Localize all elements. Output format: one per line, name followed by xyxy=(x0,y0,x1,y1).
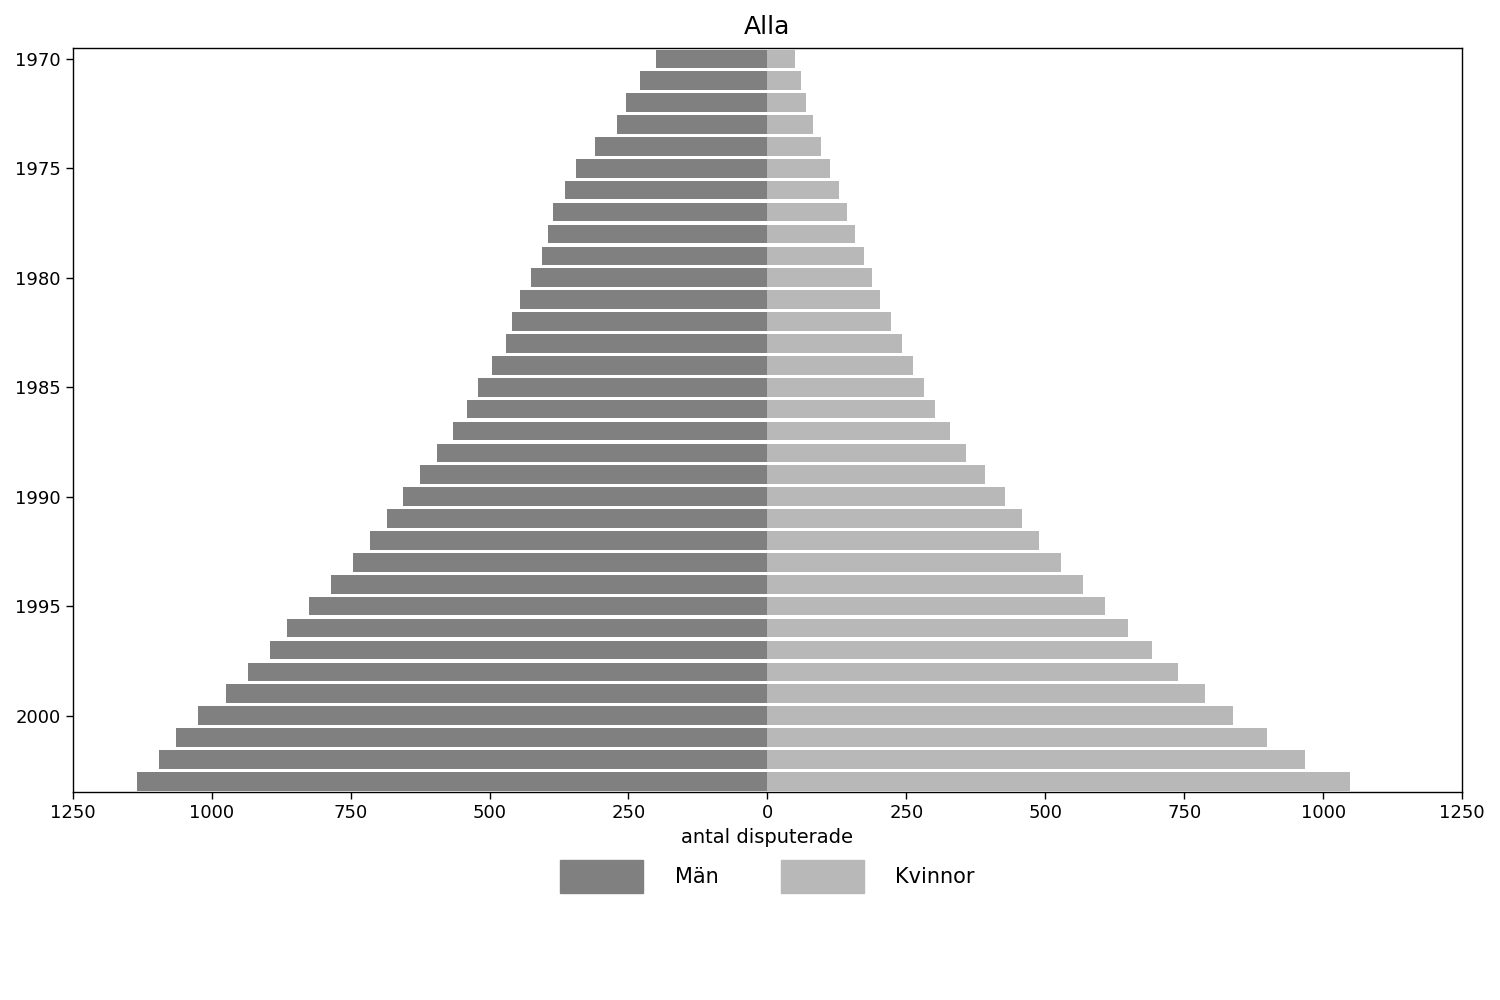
Bar xyxy=(548,225,768,243)
Bar xyxy=(576,159,768,178)
Bar xyxy=(768,137,820,156)
Bar xyxy=(478,378,768,397)
Bar xyxy=(768,575,1083,594)
Bar xyxy=(420,465,768,484)
Bar xyxy=(468,400,768,418)
Bar xyxy=(520,290,768,309)
Bar xyxy=(639,71,768,90)
Bar xyxy=(404,487,768,506)
Bar xyxy=(768,619,1128,637)
Bar xyxy=(657,50,768,68)
Bar xyxy=(564,181,768,199)
Bar xyxy=(506,334,768,353)
Bar xyxy=(768,465,986,484)
Bar xyxy=(332,575,768,594)
Bar xyxy=(286,619,768,637)
Bar xyxy=(436,444,768,462)
Bar xyxy=(768,268,871,287)
Bar xyxy=(768,334,902,353)
Bar xyxy=(768,641,1152,659)
Bar xyxy=(768,115,813,134)
Bar xyxy=(768,531,1038,550)
Bar xyxy=(768,444,966,462)
Bar xyxy=(768,553,1060,572)
Bar xyxy=(768,290,880,309)
Bar xyxy=(626,93,768,112)
Bar xyxy=(768,400,936,418)
Bar xyxy=(248,663,768,681)
Bar xyxy=(453,422,768,440)
Bar xyxy=(768,225,855,243)
Legend: Män, Kvinnor: Män, Kvinnor xyxy=(552,852,982,901)
Bar xyxy=(768,247,864,265)
Bar xyxy=(768,706,1233,725)
Bar xyxy=(768,50,795,68)
Bar xyxy=(543,247,768,265)
Bar xyxy=(225,684,768,703)
Bar xyxy=(768,728,1266,747)
Title: Alla: Alla xyxy=(744,15,790,39)
Bar xyxy=(618,115,768,134)
Bar xyxy=(768,203,847,221)
Bar xyxy=(596,137,768,156)
Bar xyxy=(554,203,768,221)
Bar xyxy=(159,750,768,769)
X-axis label: antal disputerade: antal disputerade xyxy=(681,828,853,847)
Bar xyxy=(176,728,768,747)
Bar xyxy=(531,268,768,287)
Bar xyxy=(309,597,768,615)
Bar xyxy=(354,553,768,572)
Bar xyxy=(768,71,801,90)
Bar xyxy=(768,422,950,440)
Bar xyxy=(768,378,924,397)
Bar xyxy=(768,684,1206,703)
Bar xyxy=(768,159,830,178)
Bar xyxy=(136,772,768,791)
Bar xyxy=(512,312,768,331)
Bar xyxy=(768,663,1178,681)
Bar xyxy=(768,93,807,112)
Bar xyxy=(492,356,768,375)
Bar xyxy=(768,597,1106,615)
Bar xyxy=(768,487,1005,506)
Bar xyxy=(768,356,914,375)
Bar xyxy=(768,750,1305,769)
Bar xyxy=(768,772,1350,791)
Bar xyxy=(768,181,838,199)
Bar xyxy=(370,531,768,550)
Bar xyxy=(270,641,768,659)
Bar xyxy=(768,312,891,331)
Bar xyxy=(198,706,768,725)
Bar xyxy=(768,509,1022,528)
Bar xyxy=(387,509,768,528)
